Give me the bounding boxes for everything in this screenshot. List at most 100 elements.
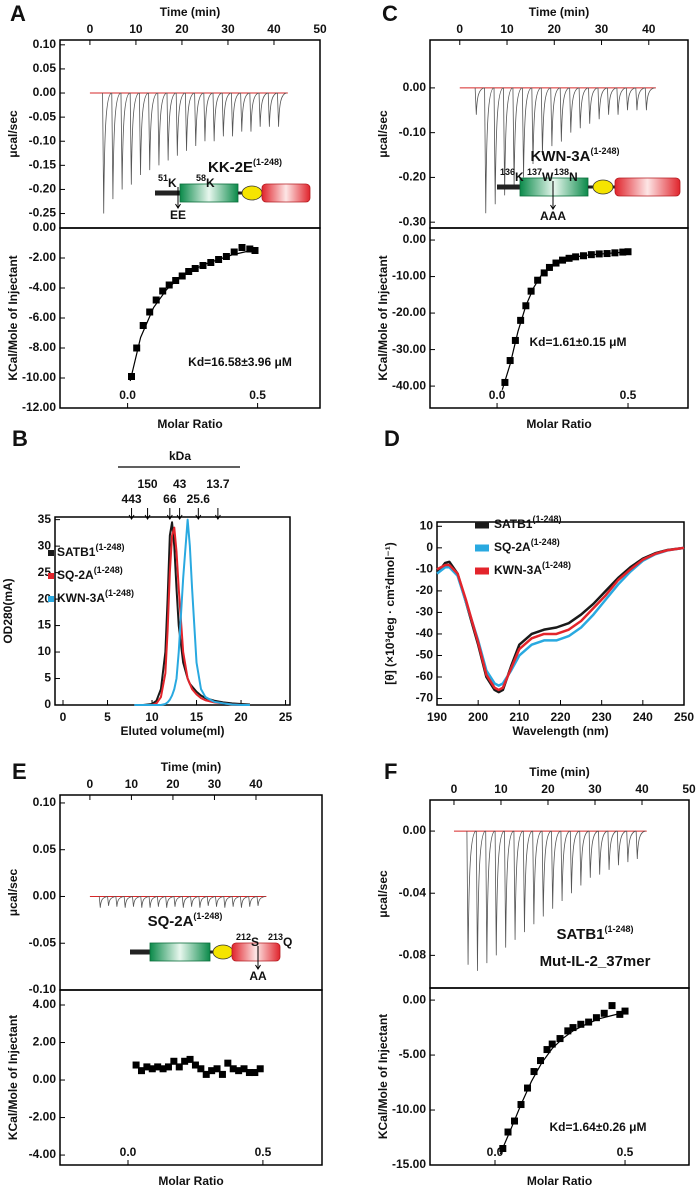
panel-letter: F xyxy=(384,759,397,784)
y-tick-label: -2.00 xyxy=(29,250,57,264)
y-tick-label: -0.05 xyxy=(29,109,57,123)
y-axis-label: μcal/sec xyxy=(6,110,20,158)
y-tick-label: -70 xyxy=(416,691,434,705)
data-point xyxy=(534,276,542,284)
y-tick-label: 0 xyxy=(44,697,51,711)
superscript: (1-248) xyxy=(590,146,619,156)
y-axis-label: KCal/Mole of Injectant xyxy=(6,255,20,380)
superscript: (1-248) xyxy=(95,542,124,552)
data-point xyxy=(154,1063,162,1071)
data-point xyxy=(511,336,519,344)
injection-peak xyxy=(132,896,141,907)
domain-green xyxy=(519,177,589,197)
data-point xyxy=(159,287,167,295)
x-tick-label: 0 xyxy=(456,22,463,36)
data-point xyxy=(213,1065,221,1073)
x-tick-label: 240 xyxy=(633,710,653,724)
injection-peak xyxy=(98,896,108,908)
injection-peak xyxy=(484,87,495,214)
injection-peak xyxy=(503,87,513,196)
data-point xyxy=(569,1024,577,1032)
domain-red xyxy=(614,177,681,197)
series-line xyxy=(134,521,251,706)
data-point xyxy=(218,1070,226,1078)
data-point xyxy=(197,1065,205,1073)
data-point xyxy=(238,244,246,251)
text-part: K xyxy=(168,176,177,190)
injection-peak xyxy=(115,896,125,907)
superscript: (1-248) xyxy=(605,924,634,934)
injection-peak xyxy=(466,830,477,965)
y-tick-label: 0.05 xyxy=(33,61,57,75)
injection-peak xyxy=(221,92,232,137)
series-line xyxy=(436,546,685,692)
injection-peak xyxy=(240,92,250,132)
injection-peak xyxy=(579,830,590,886)
injection-peak xyxy=(181,896,191,908)
superscript: 212 xyxy=(236,932,251,942)
y-tick-label: -0.10 xyxy=(399,125,427,139)
fit-curve xyxy=(499,1011,626,1155)
domain-yellow xyxy=(212,944,234,960)
x-tick-label: 50 xyxy=(313,22,327,36)
injection-peak xyxy=(493,87,504,205)
construct-subtitle: Mut-IL-2_37mer xyxy=(540,953,651,970)
y-tick-label: 0.00 xyxy=(403,80,427,94)
y-tick-label: -0.15 xyxy=(29,158,57,172)
text-part: SATB1 xyxy=(57,545,96,559)
data-point xyxy=(199,262,207,269)
x-tick-label: 20 xyxy=(541,782,555,796)
superscript: (1-248) xyxy=(531,537,560,547)
domain-yellow xyxy=(241,185,263,201)
marker-label: 43 xyxy=(173,477,187,491)
x-tick-label: 0 xyxy=(451,782,458,796)
injection-peak xyxy=(190,896,199,907)
injection-peak xyxy=(560,830,571,901)
panel-letter: B xyxy=(12,426,28,451)
y-tick-label: -0.20 xyxy=(29,182,57,196)
y-tick-label: -10.00 xyxy=(22,370,56,384)
data-point xyxy=(215,256,223,263)
x-tick-label: 0.0 xyxy=(119,388,136,402)
data-point xyxy=(240,1065,248,1073)
y-tick-label: -10.00 xyxy=(392,269,426,283)
data-point xyxy=(229,1065,237,1073)
data-point xyxy=(235,1067,243,1075)
marker-arrow xyxy=(128,508,135,520)
site-label: 137W xyxy=(527,167,554,184)
x-tick-label: 0.5 xyxy=(249,388,266,402)
marker-arrow xyxy=(176,508,183,520)
x-tick-label: 10 xyxy=(494,782,508,796)
y-axis-label: KCal/Mole of Injectant xyxy=(376,1014,390,1139)
marker-arrow xyxy=(166,508,173,520)
injection-peak xyxy=(175,92,186,156)
injection-peak xyxy=(635,87,646,111)
injection-peak xyxy=(206,896,216,906)
data-point xyxy=(165,281,173,289)
panel-letter: A xyxy=(10,1,26,26)
text-part: SQ-2A xyxy=(57,568,94,582)
injection-peak xyxy=(531,87,542,164)
x-tick-label: 40 xyxy=(635,782,649,796)
domain-red xyxy=(261,183,311,203)
site-label: 136K xyxy=(500,167,524,184)
x-axis-label: Wavelength (nm) xyxy=(512,724,608,738)
construct-label: KWN-3A(1-248) xyxy=(530,146,619,165)
x-axis-label: Molar Ratio xyxy=(527,1174,592,1188)
data-point xyxy=(524,1084,532,1092)
data-point xyxy=(619,248,627,256)
mutation-label: AAA xyxy=(540,209,566,223)
x-tick-label: 210 xyxy=(509,710,529,724)
site-label: 212S xyxy=(236,932,259,949)
y-tick-label: 10 xyxy=(38,644,52,658)
text-part: K xyxy=(206,176,215,190)
series-line xyxy=(134,526,250,706)
marker-label: 25.6 xyxy=(187,492,211,506)
data-point xyxy=(246,245,254,253)
injection-peak xyxy=(240,896,249,908)
superscript: (1-248) xyxy=(105,588,134,598)
x-tick-label: 190 xyxy=(427,710,447,724)
injection-peak xyxy=(165,896,174,908)
data-point xyxy=(181,1057,189,1065)
kd-annotation: Kd=1.61±0.15 μM xyxy=(530,335,627,349)
